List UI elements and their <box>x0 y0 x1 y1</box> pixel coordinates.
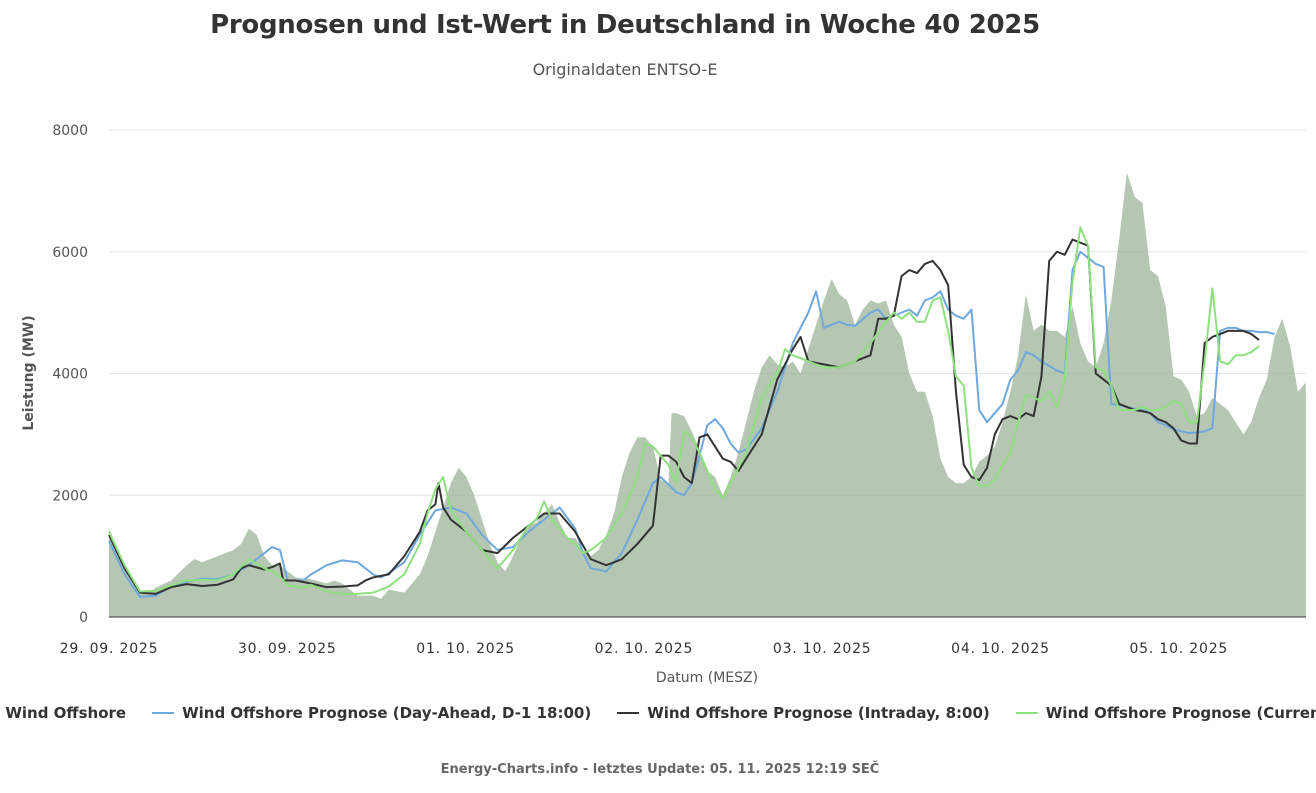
series-area-wind-offshore <box>109 172 1306 618</box>
y-tick-label: 6000 <box>52 245 88 261</box>
legend-item[interactable]: Wind Offshore Prognose (Day-Ahead, D-1 1… <box>152 704 591 722</box>
y-tick-label: 4000 <box>52 367 88 383</box>
legend-item[interactable]: Wind Offshore Prognose (Intraday, 8:00) <box>617 704 990 722</box>
y-axis-title: Leistung (MW) <box>21 315 37 430</box>
legend-label: Wind Offshore Prognose (Current) <box>1045 704 1316 722</box>
y-tick-label: 2000 <box>52 488 88 504</box>
legend-swatch <box>1015 712 1038 714</box>
legend-item[interactable]: Wind Offshore <box>0 704 126 722</box>
chart-subtitle: Originaldaten ENTSO-E <box>532 60 718 79</box>
legend-label: Wind Offshore Prognose (Day-Ahead, D-1 1… <box>182 704 592 722</box>
legend: Wind Offshore Wind Offshore Prognose (Day… <box>0 704 1316 722</box>
x-tick-label: 01. 10. 2025 <box>416 641 515 657</box>
x-axis-title: Datum (MESZ) <box>656 670 758 686</box>
legend-label: Wind Offshore <box>5 704 127 722</box>
series-line-3 <box>108 226 1260 595</box>
x-tick-label: 03. 10. 2025 <box>773 641 872 657</box>
series-layer <box>108 172 1306 618</box>
y-tick-labels: 0 2000 4000 6000 8000 <box>52 123 88 626</box>
legend-label: Wind Offshore Prognose (Intraday, 8:00) <box>647 704 990 722</box>
y-tick-label: 0 <box>79 610 88 626</box>
x-tick-label: 30. 09. 2025 <box>238 641 337 657</box>
x-tick-labels: 29. 09. 2025 30. 09. 2025 01. 10. 2025 02. … <box>60 641 1228 657</box>
chart-plot: 0 2000 4000 6000 8000 29. 09. 2025 30. 09. 20… <box>21 123 1306 686</box>
legend-item[interactable]: Wind Offshore Prognose (Current) <box>1015 704 1316 722</box>
y-tick-label: 8000 <box>52 123 88 139</box>
x-tick-label: 29. 09. 2025 <box>60 641 159 657</box>
legend-swatch <box>617 712 640 714</box>
x-tick-label: 04. 10. 2025 <box>951 641 1050 657</box>
x-tick-label: 05. 10. 2025 <box>1129 641 1228 657</box>
chart-title: Prognosen und Ist-Wert in Deutschland in… <box>210 10 1040 40</box>
x-tick-label: 02. 10. 2025 <box>595 641 694 657</box>
footer-update: Energy-Charts.info - letztes Update: 05.… <box>440 762 880 777</box>
legend-swatch <box>152 712 175 714</box>
